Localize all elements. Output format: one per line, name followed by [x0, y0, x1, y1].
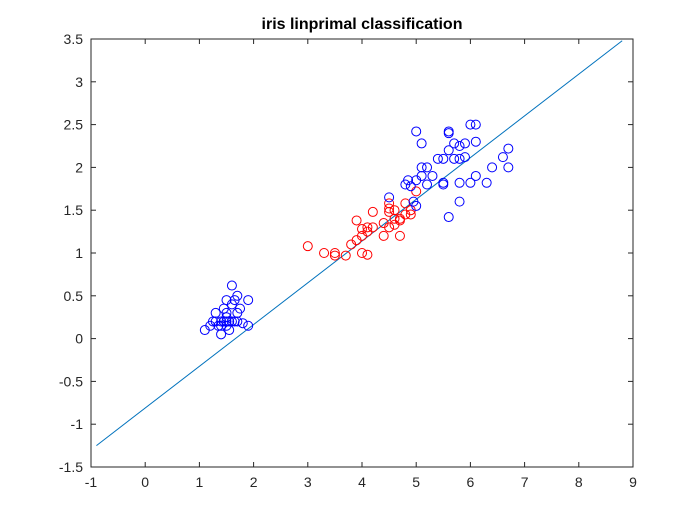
scatter-point: [367, 206, 378, 217]
scatter-point: [400, 198, 411, 209]
scatter-point: [232, 316, 243, 327]
chart-title: iris linprimal classification: [262, 16, 463, 33]
scatter-point: [465, 177, 476, 188]
scatter-point: [340, 250, 351, 261]
scatter-point: [226, 280, 237, 291]
scatter-point: [226, 316, 237, 327]
x-tick-label: 4: [358, 474, 366, 490]
scatter-point: [465, 119, 476, 130]
scatter-point: [470, 136, 481, 147]
scatter-point: [329, 250, 340, 261]
scatter-point: [497, 152, 508, 163]
y-tick-label: 2: [75, 159, 83, 175]
x-tick-label: 5: [412, 474, 420, 490]
y-tick-label: 2.5: [64, 117, 84, 133]
y-tick-label: 0: [75, 331, 83, 347]
x-tick-label: 1: [196, 474, 204, 490]
series-0: [199, 280, 254, 340]
y-tick-label: -1.5: [59, 459, 83, 475]
scatter-point: [329, 248, 340, 258]
scatter-point: [243, 320, 254, 331]
axes: -1 0 1 2 3 4 5 6 7 8 9-1.5-1-0.500.511.522.533.5: [59, 31, 637, 490]
x-tick-label: -1: [85, 474, 98, 490]
scatter-point: [394, 215, 405, 226]
series-2: [384, 119, 514, 223]
data-layer: [96, 40, 623, 446]
x-tick-label: 8: [575, 474, 583, 490]
scatter-point: [443, 145, 454, 156]
scatter-point: [416, 138, 427, 149]
scatter-point: [357, 224, 367, 235]
scatter-point: [405, 209, 416, 220]
scatter-point: [367, 222, 378, 233]
scatter-point: [411, 186, 422, 197]
scatter-point: [454, 141, 465, 151]
scatter-point: [351, 215, 362, 226]
scatter-point: [207, 316, 218, 327]
x-tick-label: 9: [629, 474, 637, 490]
scatter-point: [470, 170, 481, 181]
y-tick-label: 1.5: [64, 202, 84, 218]
scatter-point: [443, 126, 454, 137]
scatter-point: [454, 177, 465, 188]
scatter-point: [218, 303, 229, 314]
x-tick-label: 2: [250, 474, 258, 490]
scatter-point: [432, 153, 443, 164]
x-tick-label: 3: [304, 474, 312, 490]
y-tick-label: 3.5: [64, 31, 84, 47]
scatter-point: [362, 222, 373, 233]
scatter-point: [394, 230, 405, 241]
scatter-point: [378, 230, 389, 241]
scatter-point: [503, 162, 514, 173]
x-tick-label: 0: [141, 474, 149, 490]
scatter-point: [411, 126, 422, 137]
scatter-point: [454, 153, 465, 164]
scatter-point: [319, 248, 330, 258]
scatter-point: [357, 248, 367, 258]
series-1: [302, 186, 422, 261]
x-tick-label: 7: [521, 474, 529, 490]
y-tick-label: -0.5: [59, 373, 83, 389]
scatter-point: [384, 203, 395, 214]
scatter-point: [503, 143, 514, 154]
scatter-point: [416, 170, 427, 181]
y-tick-label: 0.5: [64, 288, 84, 304]
scatter-point: [403, 175, 414, 186]
scatter-point: [443, 212, 454, 223]
scatter-point: [427, 170, 438, 181]
scatter-point: [422, 179, 433, 190]
scatter-point: [438, 179, 449, 190]
y-tick-label: 1: [75, 245, 83, 261]
scatter-point: [384, 222, 395, 233]
scatter-point: [487, 162, 498, 173]
scatter-point: [459, 138, 470, 149]
scatter-point: [449, 138, 460, 149]
x-tick-label: 6: [467, 474, 475, 490]
scatter-point: [362, 249, 373, 260]
scatter-point: [384, 198, 395, 209]
scatter-point: [438, 153, 449, 164]
scatter-point: [235, 303, 246, 314]
scatter-point: [481, 177, 492, 188]
plot-area-background: [91, 39, 633, 467]
scatter-point: [454, 196, 465, 207]
scatter-point: [243, 295, 254, 306]
scatter-point: [237, 318, 248, 329]
scatter-point: [302, 241, 313, 252]
y-tick-label: 3: [75, 74, 83, 90]
y-tick-label: -1: [71, 416, 84, 432]
scatter-point: [232, 290, 243, 301]
scatter-point: [405, 181, 416, 192]
scatter-point: [459, 152, 470, 163]
scatter-point: [470, 119, 481, 130]
scatter-point: [389, 205, 400, 216]
scatter-point: [422, 162, 433, 173]
scatter-point: [408, 196, 419, 207]
scatter-point: [384, 192, 395, 203]
scatter-point: [449, 153, 460, 164]
decision-boundary-line: [96, 40, 623, 446]
